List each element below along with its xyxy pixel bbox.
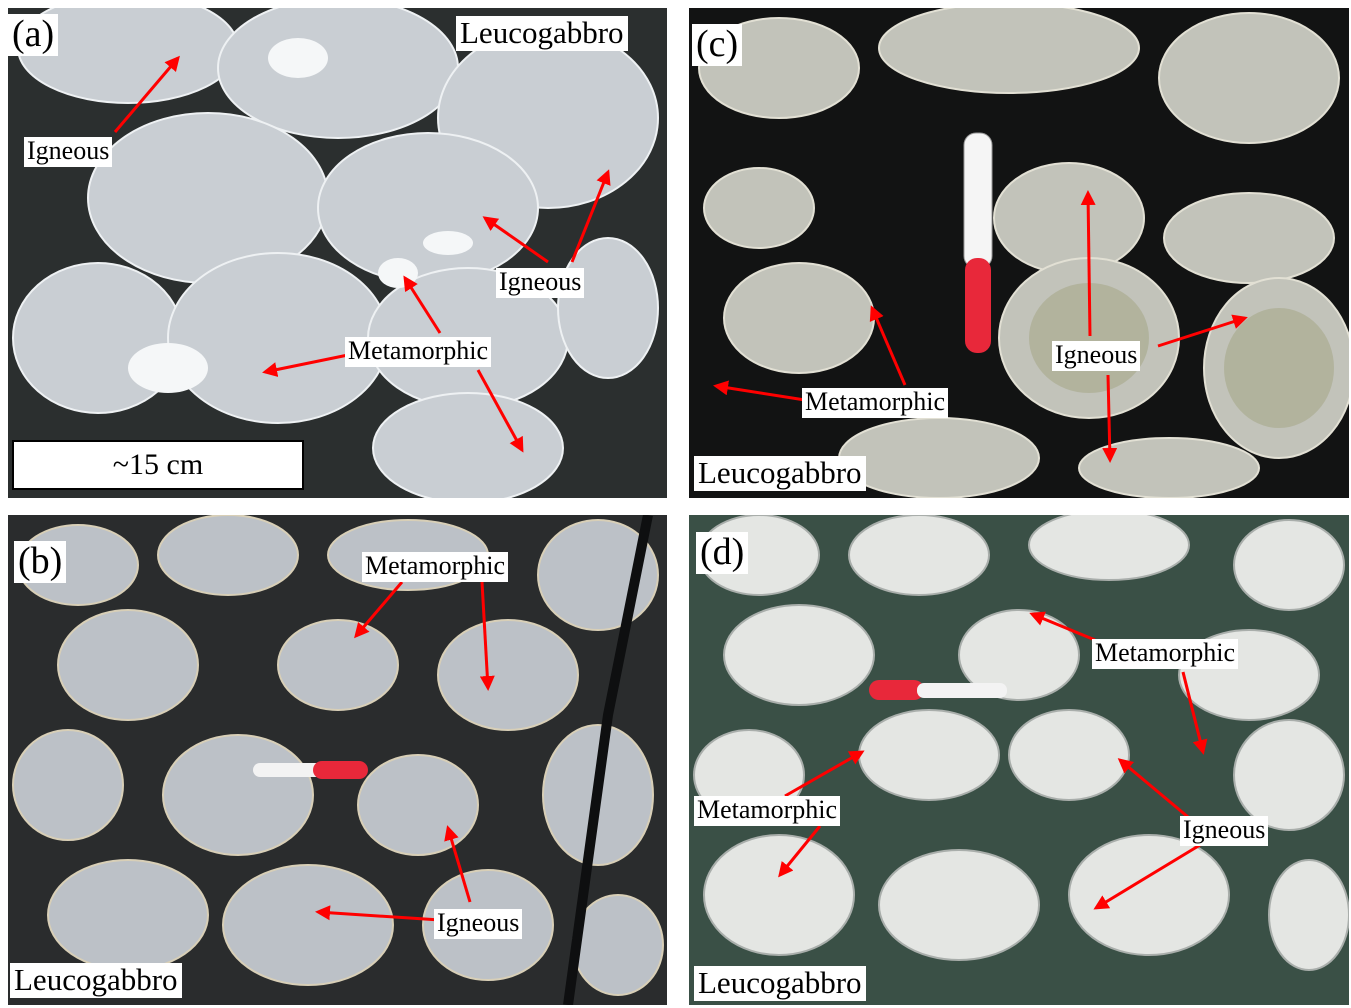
panel-b-rock-name: Leucogabbro [10,963,182,998]
panel-a-rock-name: Leucogabbro [456,16,628,51]
panel-d-metamorphic-label-1: Metamorphic [1092,639,1239,669]
panel-d-rock-texture [689,515,1349,1005]
panel-d-photo [689,515,1349,1005]
panel-a-igneous-label-1: Igneous [24,137,113,167]
panel-d-metamorphic-label-2: Metamorphic [694,796,841,826]
panel-c-marker-pen [963,132,993,353]
panel-a-rock-texture [8,8,667,498]
panel-c-igneous-label: Igneous [1052,341,1141,371]
panel-c-photo [689,8,1349,498]
panel-b-letter: (b) [14,541,67,583]
panel-b-metamorphic-label: Metamorphic [362,552,509,582]
panel-b-igneous-label: Igneous [434,909,523,939]
panel-d-letter: (d) [696,532,749,574]
panel-b-marker-pen [253,761,368,779]
panel-d-igneous-label: Igneous [1180,816,1269,846]
panel-c-rock-name: Leucogabbro [694,456,866,491]
panel-d-rock-name: Leucogabbro [694,966,866,1001]
panel-d-marker-pen [869,680,1007,700]
panel-c-rock-texture [689,8,1349,498]
panel-b-rock-texture [8,515,667,1005]
panel-a-photo [8,8,667,498]
panel-c-letter: (c) [692,24,743,66]
panel-a-scale-bar: ~15 cm [12,440,304,490]
panel-a-igneous-label-2: Igneous [496,268,585,298]
panel-a-letter: (a) [8,14,59,56]
panel-a-metamorphic-label: Metamorphic [345,337,492,367]
panel-c-metamorphic-label: Metamorphic [802,388,949,418]
panel-b-photo [8,515,667,1005]
